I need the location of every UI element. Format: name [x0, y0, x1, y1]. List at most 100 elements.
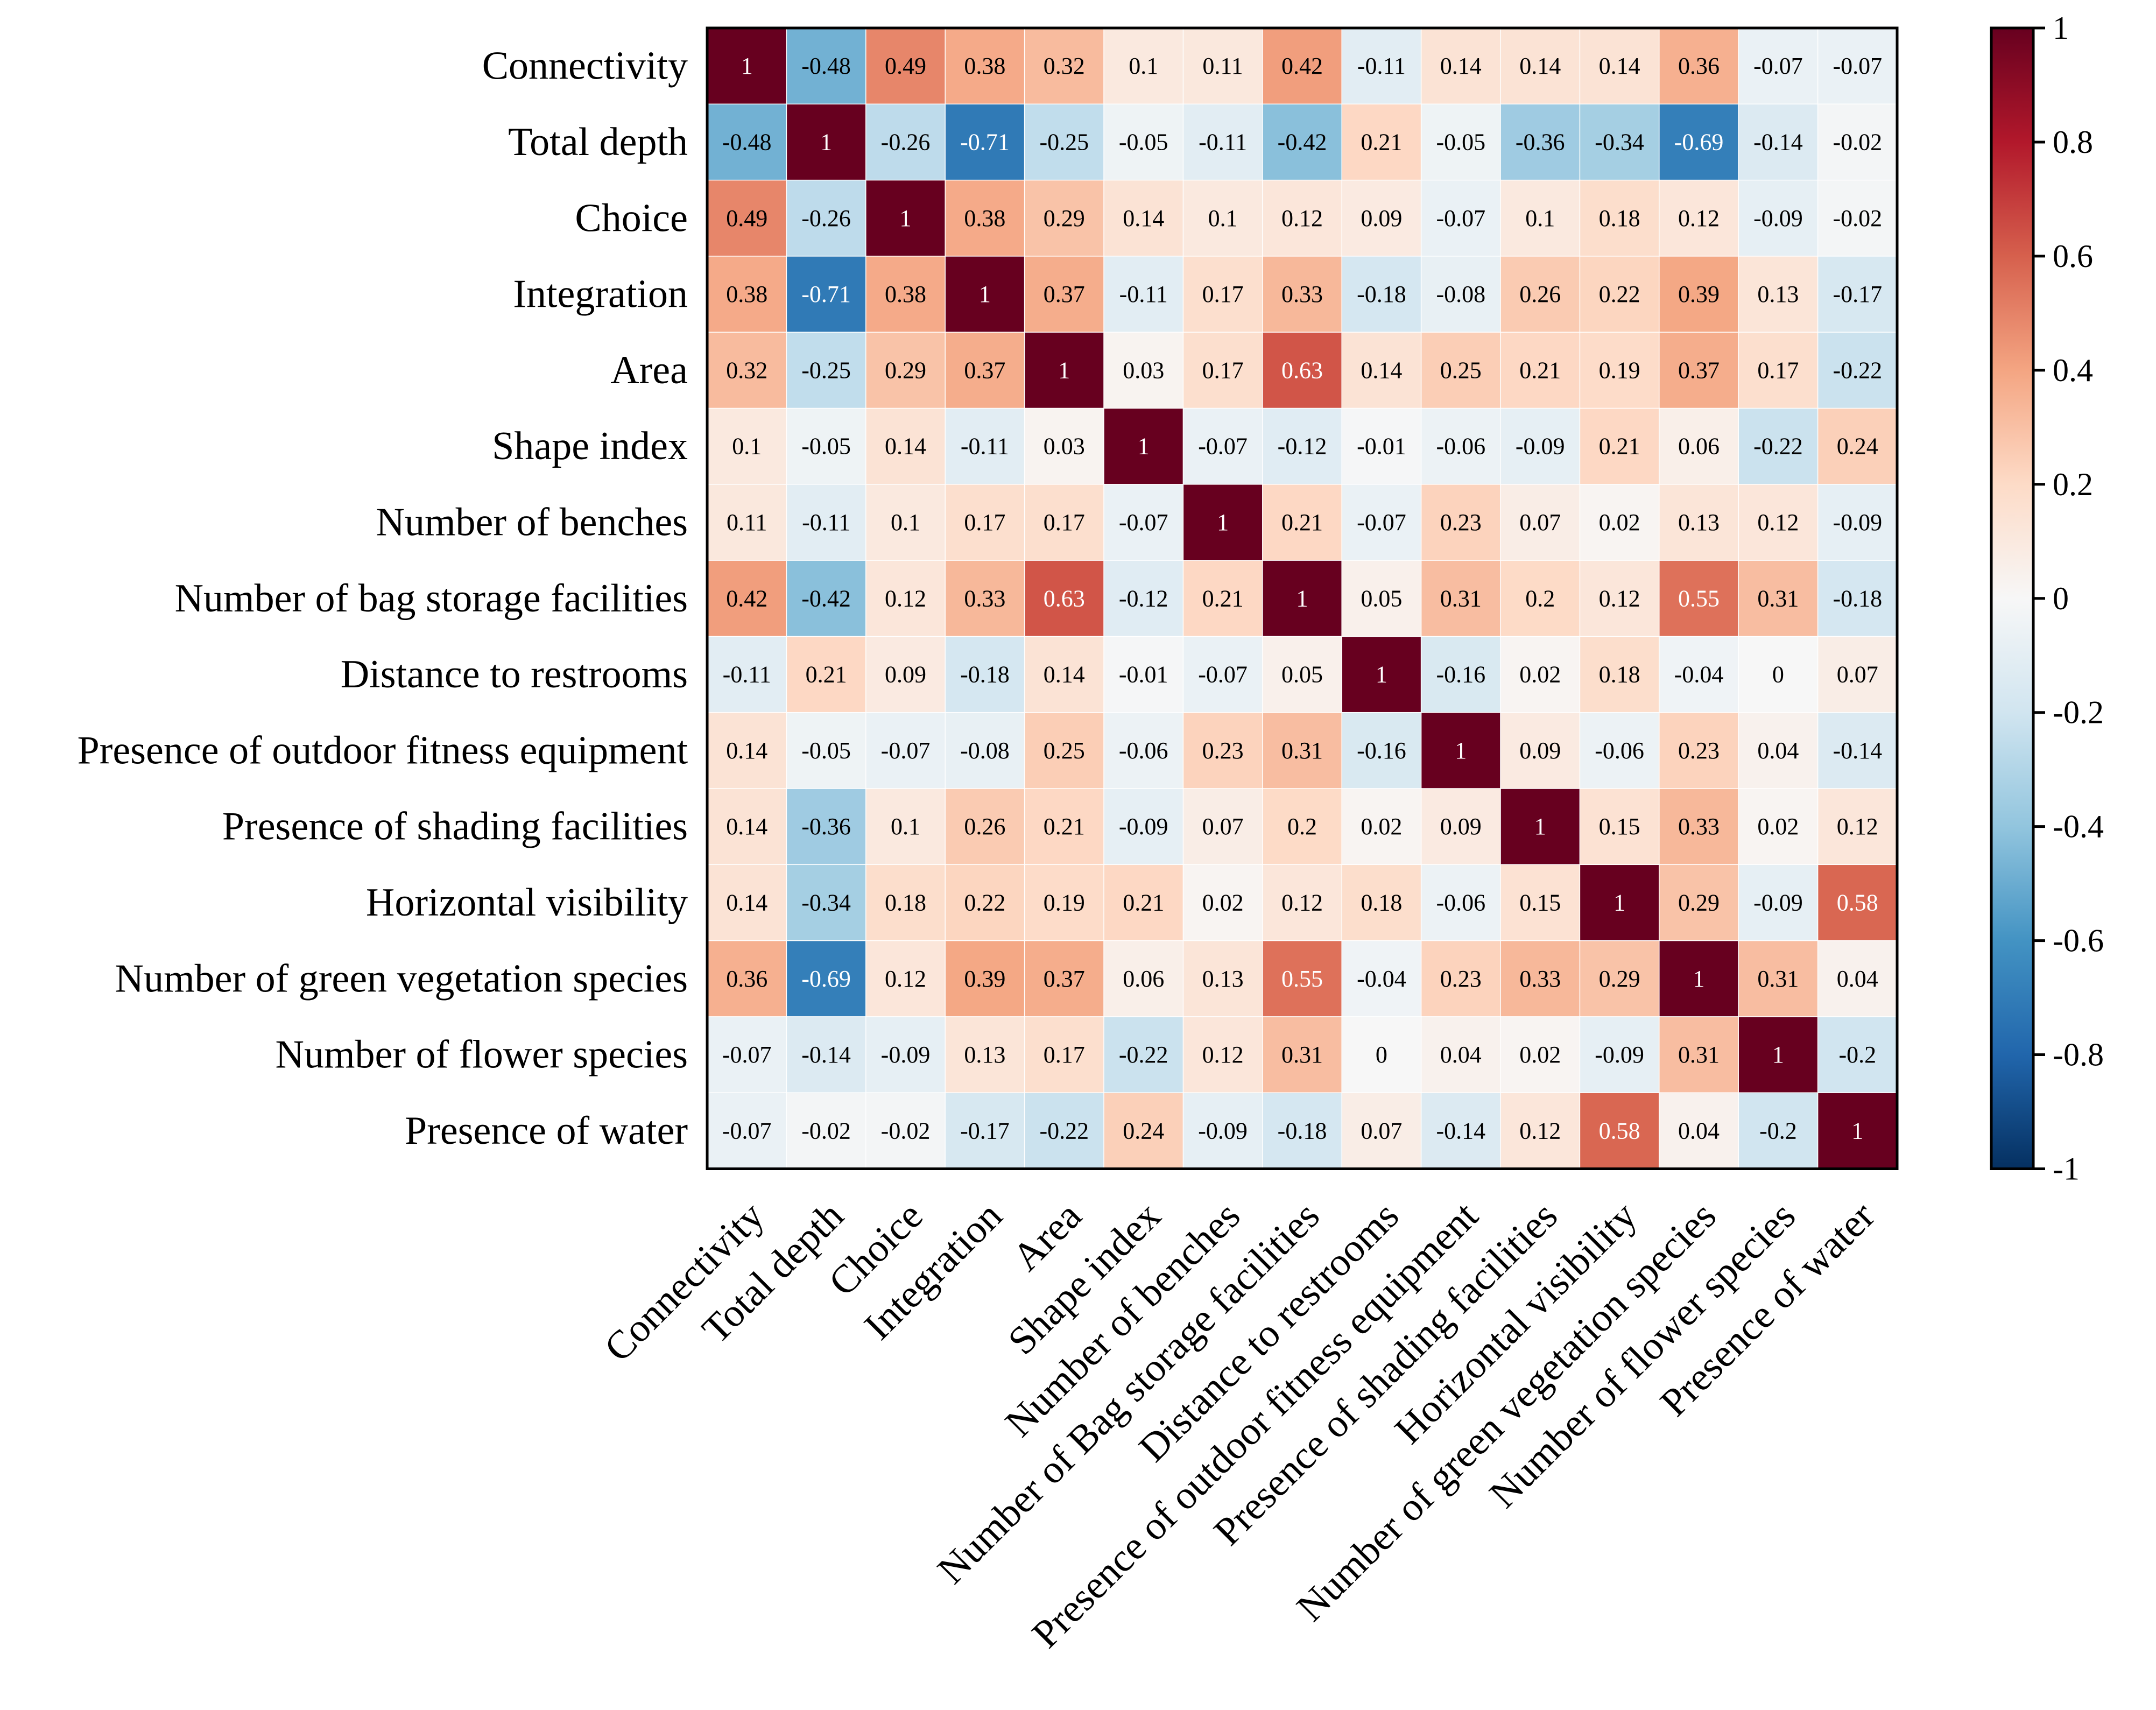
cell-value-label: -0.08 — [1436, 281, 1485, 307]
cell-value-label: 0.14 — [1519, 53, 1561, 79]
heatmap-cell — [1579, 484, 1660, 561]
cell-value-label: 0.1 — [732, 433, 762, 460]
heatmap-cell — [707, 788, 787, 865]
colorbar-tick-label: -0.8 — [2053, 1037, 2104, 1073]
heatmap-cell — [945, 1092, 1025, 1170]
heatmap-cell — [1341, 940, 1422, 1018]
cell-value-label: -0.01 — [1119, 662, 1168, 688]
heatmap-cell — [1024, 636, 1105, 714]
heatmap-cell — [1103, 560, 1184, 637]
cell-value-label: 0.14 — [1044, 662, 1085, 688]
heatmap-cell — [1817, 788, 1898, 865]
cell-value-label: 0.02 — [1519, 1042, 1561, 1068]
heatmap-cell — [945, 1016, 1025, 1094]
cell-value-label: 1 — [1217, 509, 1229, 536]
cell-value-label: -0.17 — [1833, 281, 1882, 307]
heatmap-cell — [1738, 712, 1819, 790]
cell-value-label: 0.33 — [964, 585, 1005, 611]
cell-value-label: -0.34 — [801, 889, 851, 916]
heatmap-cell — [786, 407, 867, 485]
cell-value-label: 1 — [1534, 813, 1546, 840]
heatmap-cell — [1024, 560, 1105, 637]
cell-value-label: 0.42 — [726, 585, 767, 611]
cell-value-label: -0.07 — [1753, 53, 1803, 79]
heatmap-cell — [1103, 636, 1184, 714]
colorbar-tick-label: 1 — [2053, 10, 2069, 46]
cell-value-label: -0.07 — [1436, 205, 1485, 231]
cell-value-label: -0.09 — [1833, 509, 1882, 536]
heatmap-cell — [786, 103, 867, 181]
heatmap-cell — [865, 1092, 946, 1170]
cell-value-label: 0.03 — [1044, 433, 1085, 460]
cell-value-label: 0.06 — [1123, 966, 1164, 992]
heatmap-cell — [1420, 332, 1502, 409]
colorbar-tick-label: 0.6 — [2053, 238, 2093, 274]
heatmap-cell — [1103, 103, 1184, 181]
cell-value-label: -0.07 — [722, 1042, 772, 1068]
row-label: Number of flower species — [276, 1033, 688, 1077]
cell-value-label: 0.55 — [1678, 585, 1720, 611]
colorbar-tick-label: -0.6 — [2053, 923, 2104, 959]
cell-value-label: -0.18 — [1833, 585, 1882, 611]
cell-value-label: 0.07 — [1202, 813, 1244, 840]
heatmap-cell — [1500, 788, 1581, 865]
cell-value-label: 0.02 — [1519, 662, 1561, 688]
heatmap-cell — [707, 864, 787, 941]
cell-value-label: -0.09 — [1119, 813, 1168, 840]
heatmap-cell — [707, 940, 787, 1018]
heatmap-cell — [945, 712, 1025, 790]
cell-value-label: -0.14 — [1753, 129, 1803, 155]
cell-value-label: -0.05 — [1119, 129, 1168, 155]
cell-value-label: 0.12 — [1202, 1042, 1244, 1068]
heatmap-cell — [1103, 1092, 1184, 1170]
colorbar-ticks: 1 0.8 0.6 0.4 0.2 0 -0.2 -0.4 -0.6 -0.8 -1 — [2033, 10, 2104, 1187]
heatmap-cell — [1579, 636, 1660, 714]
heatmap-cell — [1500, 636, 1581, 714]
cell-value-label: 0.39 — [1678, 281, 1720, 307]
heatmap-cell — [1420, 864, 1502, 941]
cell-value-label: 0.13 — [1202, 966, 1244, 992]
heatmap-cell — [707, 332, 787, 409]
heatmap-cell — [707, 256, 787, 333]
heatmap-cell — [1659, 103, 1739, 181]
heatmap-cell — [1103, 332, 1184, 409]
cell-value-label: 0.18 — [1599, 205, 1640, 231]
heatmap-cell — [1738, 484, 1819, 561]
cell-value-label: 0.23 — [1202, 737, 1244, 764]
heatmap-cell — [786, 940, 867, 1018]
cell-value-label: 0.13 — [1757, 281, 1799, 307]
cell-value-label: 0.31 — [1757, 966, 1799, 992]
heatmap-cell — [1579, 864, 1660, 941]
cell-value-label: -0.06 — [1436, 889, 1485, 916]
cell-value-label: -0.69 — [1674, 129, 1724, 155]
cell-value-label: 1 — [1851, 1117, 1863, 1144]
cell-value-label: -0.04 — [1674, 662, 1724, 688]
heatmap-cell — [865, 864, 946, 941]
heatmap-cell — [945, 332, 1025, 409]
cell-value-label: -0.08 — [960, 737, 1010, 764]
cell-value-label: 0 — [1772, 662, 1784, 688]
cell-value-label: -0.05 — [801, 737, 851, 764]
cell-value-label: 0.1 — [1525, 205, 1555, 231]
cell-value-label: 0.1 — [891, 509, 920, 536]
cell-value-label: 0.37 — [1044, 966, 1085, 992]
cell-value-label: -0.26 — [801, 205, 851, 231]
heatmap-cell — [1182, 103, 1264, 181]
cell-value-label: 0.21 — [1202, 585, 1244, 611]
cell-value-label: 0.29 — [1678, 889, 1720, 916]
heatmap-cell — [1182, 332, 1264, 409]
row-label: Total depth — [508, 120, 688, 164]
heatmap-cell — [1262, 484, 1343, 561]
heatmap-cell — [1659, 560, 1739, 637]
heatmap-cell — [786, 788, 867, 865]
heatmap-cell — [865, 636, 946, 714]
cell-value-label: -0.02 — [1833, 129, 1882, 155]
heatmap-cell — [1659, 1016, 1739, 1094]
heatmap-cell — [1817, 179, 1898, 257]
cell-value-label: -0.06 — [1436, 433, 1485, 460]
heatmap-cell — [1262, 27, 1343, 105]
cell-value-label: 0.42 — [1281, 53, 1323, 79]
cell-value-label: 0.03 — [1123, 357, 1164, 383]
cell-value-label: 0.22 — [1599, 281, 1640, 307]
